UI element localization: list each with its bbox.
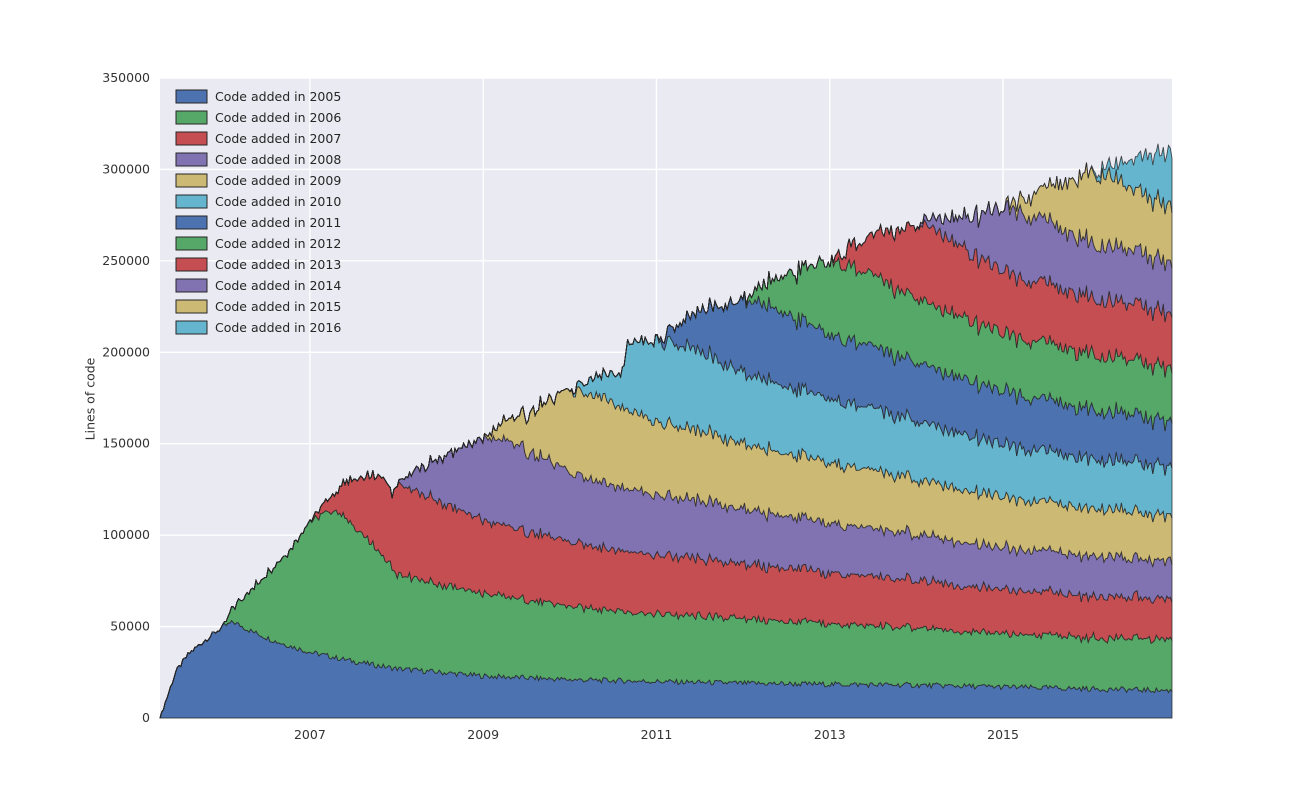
legend-swatch — [175, 89, 208, 104]
legend-swatch — [175, 320, 208, 335]
x-tick-label: 2015 — [987, 727, 1019, 742]
x-tick-label: 2013 — [814, 727, 846, 742]
legend-swatch — [175, 257, 208, 272]
area-cohort-2016 — [159, 143, 1173, 719]
legend-swatch — [175, 236, 208, 251]
legend-swatch — [175, 173, 208, 188]
x-tick-label: 2009 — [467, 727, 499, 742]
legend-swatch — [175, 194, 208, 209]
y-tick-label: 100000 — [102, 527, 150, 542]
legend-swatch — [175, 278, 208, 293]
y-tick-label: 300000 — [102, 161, 150, 176]
legend-label: Code added in 2008 — [215, 152, 341, 167]
legend-label: Code added in 2016 — [215, 320, 341, 335]
legend-label: Code added in 2014 — [215, 278, 341, 293]
legend-swatch — [175, 215, 208, 230]
legend-label: Code added in 2013 — [215, 257, 341, 272]
x-tick-label: 2011 — [641, 727, 673, 742]
legend-label: Code added in 2007 — [215, 131, 341, 146]
legend-label: Code added in 2009 — [215, 173, 341, 188]
legend-swatch — [175, 152, 208, 167]
legend-swatch — [175, 299, 208, 314]
legend-swatch — [175, 131, 208, 146]
y-tick-label: 50000 — [110, 619, 150, 634]
legend-label: Code added in 2006 — [215, 110, 341, 125]
legend-label: Code added in 2012 — [215, 236, 341, 251]
legend-swatch — [175, 110, 208, 125]
y-tick-label: 150000 — [102, 436, 150, 451]
x-tick-label: 2007 — [294, 727, 326, 742]
legend-label: Code added in 2011 — [215, 215, 341, 230]
y-tick-label: 0 — [142, 710, 150, 725]
y-tick-label: 350000 — [102, 70, 150, 85]
legend: Code added in 2005 Code added in 2006 Code… — [175, 89, 341, 335]
legend-label: Code added in 2010 — [215, 194, 341, 209]
legend-label: Code added in 2005 — [215, 89, 341, 104]
y-axis-title: Lines of code — [82, 357, 98, 441]
legend-label: Code added in 2015 — [215, 299, 341, 314]
y-tick-label: 250000 — [102, 253, 150, 268]
y-tick-label: 200000 — [102, 344, 150, 359]
